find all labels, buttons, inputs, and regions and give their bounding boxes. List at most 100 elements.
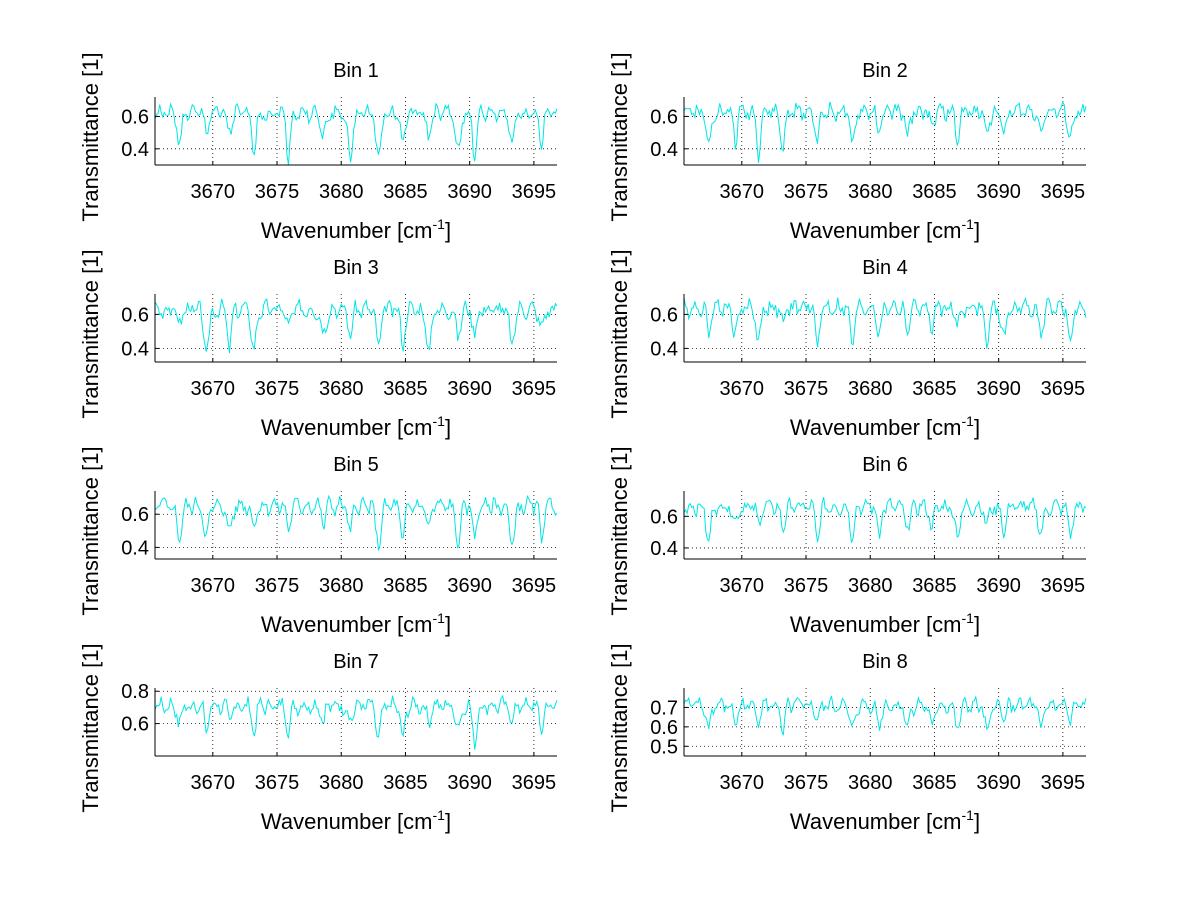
subplot-title: Bin 3: [333, 257, 379, 279]
x-tick-label: 3680: [319, 181, 364, 203]
x-tick-label: 3680: [319, 575, 364, 597]
x-tick-label: 3670: [191, 181, 236, 203]
x-tick-label: 3675: [784, 772, 829, 794]
x-tick-label: 3685: [383, 575, 428, 597]
x-tick-label: 3695: [512, 772, 557, 794]
subplot-title: Bin 2: [862, 60, 908, 82]
x-tick-label: 3675: [255, 772, 300, 794]
x-tick-label: 3680: [319, 772, 364, 794]
series-line-bin-1: [154, 102, 558, 166]
x-tick-label: 3690: [976, 772, 1021, 794]
x-tick-label: 3690: [447, 575, 492, 597]
x-axis-label: Wavenumber [cm-1]: [261, 413, 451, 440]
y-axis-label: Transmittance [1]: [607, 643, 632, 812]
x-tick-label: 3695: [512, 378, 557, 400]
y-tick-label: 0.6: [121, 714, 149, 736]
x-tick-label: 3670: [720, 378, 765, 400]
subplot-8: Bin 8 3670 3675 3680 3685 3690 3695 0.50.60.7 Wa…: [607, 643, 1087, 834]
x-tick-label: 3695: [512, 181, 557, 203]
x-tick-label: 3670: [720, 772, 765, 794]
y-tick-label: 0.6: [121, 106, 149, 128]
x-tick-label: 3685: [383, 181, 428, 203]
x-tick-label: 3675: [784, 181, 829, 203]
x-axis-label: Wavenumber [cm-1]: [790, 216, 980, 243]
x-tick-label: 3670: [191, 575, 236, 597]
subplot-title: Bin 6: [862, 454, 908, 476]
y-tick-label: 0.7: [650, 697, 678, 719]
x-tick-label: 3680: [319, 378, 364, 400]
subplot-title: Bin 8: [862, 651, 908, 673]
x-tick-label: 3690: [447, 181, 492, 203]
x-tick-label: 3685: [912, 378, 957, 400]
x-tick-label: 3695: [1041, 575, 1086, 597]
x-tick-label: 3670: [720, 575, 765, 597]
x-tick-label: 3680: [848, 181, 893, 203]
subplot-title: Bin 7: [333, 651, 379, 673]
x-tick-label: 3690: [976, 575, 1021, 597]
y-tick-label: 0.4: [121, 139, 149, 161]
x-tick-label: 3670: [191, 772, 236, 794]
x-tick-label: 3690: [976, 181, 1021, 203]
x-tick-label: 3685: [383, 772, 428, 794]
x-axis-label: Wavenumber [cm-1]: [790, 413, 980, 440]
y-axis-label: Transmittance [1]: [78, 446, 103, 615]
x-axis-label: Wavenumber [cm-1]: [261, 216, 451, 243]
x-tick-label: 3675: [255, 575, 300, 597]
x-tick-label: 3695: [1041, 378, 1086, 400]
y-tick-label: 0.4: [121, 338, 149, 360]
y-tick-label: 0.4: [650, 338, 678, 360]
y-tick-label: 0.6: [650, 106, 678, 128]
y-axis-label: Transmittance [1]: [607, 52, 632, 221]
y-tick-label: 0.6: [650, 304, 678, 326]
y-axis-label: Transmittance [1]: [607, 446, 632, 615]
subplot-7: Bin 7 3670 3675 3680 3685 3690 3695 0.6 0.8 Waven…: [78, 643, 558, 834]
x-tick-label: 3670: [720, 181, 765, 203]
subplot-title: Bin 1: [333, 60, 379, 82]
series-line-bin-5: [154, 494, 558, 551]
x-axis-label: Wavenumber [cm-1]: [261, 807, 451, 834]
x-tick-label: 3675: [255, 378, 300, 400]
subplot-2: Bin 2 3670 3675 3680 3685 3690 3695 0.4 0.6 Waven…: [607, 52, 1087, 243]
x-tick-label: 3675: [784, 378, 829, 400]
y-tick-label: 0.4: [121, 537, 149, 559]
y-tick-label: 0.4: [650, 538, 678, 560]
x-tick-label: 3695: [1041, 772, 1086, 794]
y-tick-label: 0.6: [650, 506, 678, 528]
y-tick-label: 0.6: [650, 717, 678, 739]
y-tick-label: 0.8: [121, 681, 149, 703]
y-tick-label: 0.5: [650, 736, 678, 758]
x-tick-label: 3685: [912, 181, 957, 203]
series-line-bin-7: [154, 694, 558, 750]
subplot-title: Bin 4: [862, 257, 908, 279]
y-axis-label: Transmittance [1]: [607, 249, 632, 418]
x-tick-label: 3695: [1041, 181, 1086, 203]
subplot-6: Bin 6 3670 3675 3680 3685 3690 3695 0.4 0.6 Waven…: [607, 446, 1087, 637]
y-axis-label: Transmittance [1]: [78, 249, 103, 418]
x-tick-label: 3690: [447, 772, 492, 794]
y-axis-label: Transmittance [1]: [78, 643, 103, 812]
series-line-bin-2: [683, 100, 1087, 163]
series-line-bin-8: [683, 694, 1087, 736]
x-tick-label: 3695: [512, 575, 557, 597]
x-tick-label: 3675: [784, 575, 829, 597]
y-tick-label: 0.6: [121, 504, 149, 526]
x-tick-label: 3685: [383, 378, 428, 400]
x-tick-label: 3680: [848, 378, 893, 400]
series-line-bin-3: [154, 297, 558, 354]
y-tick-label: 0.4: [650, 139, 678, 161]
subplot-title: Bin 5: [333, 454, 379, 476]
x-axis-label: Wavenumber [cm-1]: [261, 610, 451, 637]
x-tick-label: 3685: [912, 772, 957, 794]
x-tick-label: 3670: [191, 378, 236, 400]
y-axis-label: Transmittance [1]: [78, 52, 103, 221]
subplot-5: Bin 5 3670 3675 3680 3685 3690 3695 0.4 0.6 Waven…: [78, 446, 558, 637]
series-line-bin-6: [683, 497, 1087, 543]
subplot-3: Bin 3 3670 3675 3680 3685 3690 3695 0.4 0.6 Waven…: [78, 249, 558, 440]
series-line-bin-4: [683, 296, 1087, 349]
x-tick-label: 3680: [848, 772, 893, 794]
x-tick-label: 3680: [848, 575, 893, 597]
y-tick-label: 0.6: [121, 304, 149, 326]
x-tick-label: 3675: [255, 181, 300, 203]
x-axis-label: Wavenumber [cm-1]: [790, 610, 980, 637]
